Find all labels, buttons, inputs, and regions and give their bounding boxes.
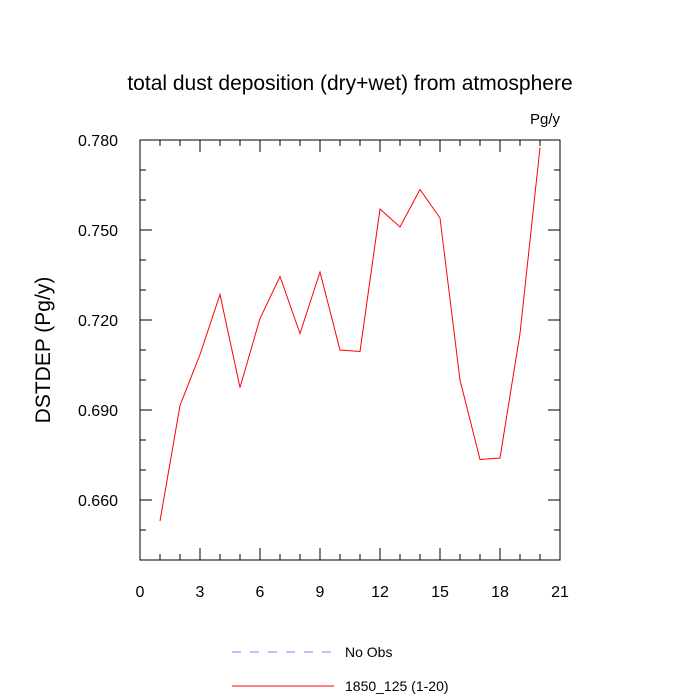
chart-title: total dust deposition (dry+wet) from atm…: [127, 72, 572, 95]
series-line: [159, 147, 541, 522]
legend-label: 1850_125 (1-20): [345, 678, 449, 694]
y-tick-label: 0.750: [78, 223, 118, 240]
x-tick-label: 6: [256, 584, 265, 601]
x-tick-labels: 0 3 6 9 12 15 18 21: [136, 584, 569, 601]
y-tick-label: 0.690: [78, 403, 118, 420]
legend: No Obs 1850_125 (1-20): [232, 644, 449, 694]
x-tick-label: 21: [551, 584, 569, 601]
y-tick-label: 0.660: [78, 493, 118, 510]
y-tick-label: 0.720: [78, 313, 118, 330]
series-layer: [159, 147, 541, 522]
y-tick-label: 0.780: [78, 133, 118, 150]
units-label: Pg/y: [530, 111, 561, 128]
x-tick-label: 0: [136, 584, 145, 601]
legend-label: No Obs: [345, 644, 392, 660]
x-tick-label: 9: [316, 584, 325, 601]
plot-frame: [139, 139, 561, 561]
x-tick-label: 12: [371, 584, 389, 601]
x-tick-label: 15: [431, 584, 449, 601]
y-tick-labels: 0.660 0.690 0.720 0.750 0.780: [78, 133, 118, 510]
x-tick-label: 18: [491, 584, 509, 601]
y-axis-label: DSTDEP (Pg/y): [32, 277, 55, 424]
ticks-layer: [139, 139, 561, 561]
x-tick-label: 3: [196, 584, 205, 601]
